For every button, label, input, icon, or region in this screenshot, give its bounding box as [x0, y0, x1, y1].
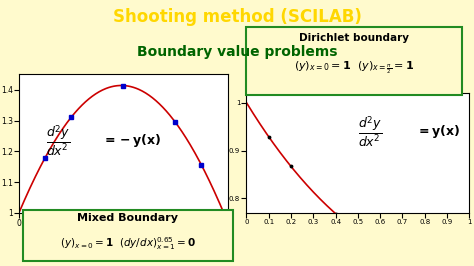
Text: Boundary value problems: Boundary value problems [137, 45, 337, 59]
Text: Shooting method (SCILAB): Shooting method (SCILAB) [112, 8, 362, 26]
FancyBboxPatch shape [23, 210, 233, 261]
Text: Dirichlet boundary: Dirichlet boundary [299, 33, 410, 43]
Text: Mixed Boundary: Mixed Boundary [77, 213, 179, 223]
Text: $\mathbf{= y(x)}$: $\mathbf{= y(x)}$ [416, 123, 460, 140]
Text: $\mathbf{=-y(x)}$: $\mathbf{=-y(x)}$ [102, 132, 162, 149]
Text: $\dfrac{d^2y}{dx^2}$: $\dfrac{d^2y}{dx^2}$ [46, 123, 71, 158]
Text: $(y)_{x=0}=\mathbf{1}\ \ (dy/dx)^{0.65}_{x=1}=\mathbf{0}$: $(y)_{x=0}=\mathbf{1}\ \ (dy/dx)^{0.65}_… [60, 235, 196, 252]
FancyBboxPatch shape [246, 27, 462, 95]
Text: $\dfrac{d^2y}{dx^2}$: $\dfrac{d^2y}{dx^2}$ [358, 114, 382, 149]
Text: $(y)_{x=0}=\mathbf{1}\ \ (y)_{x=\frac{\pi}{2}}=\mathbf{1}$: $(y)_{x=0}=\mathbf{1}\ \ (y)_{x=\frac{\p… [294, 59, 414, 76]
